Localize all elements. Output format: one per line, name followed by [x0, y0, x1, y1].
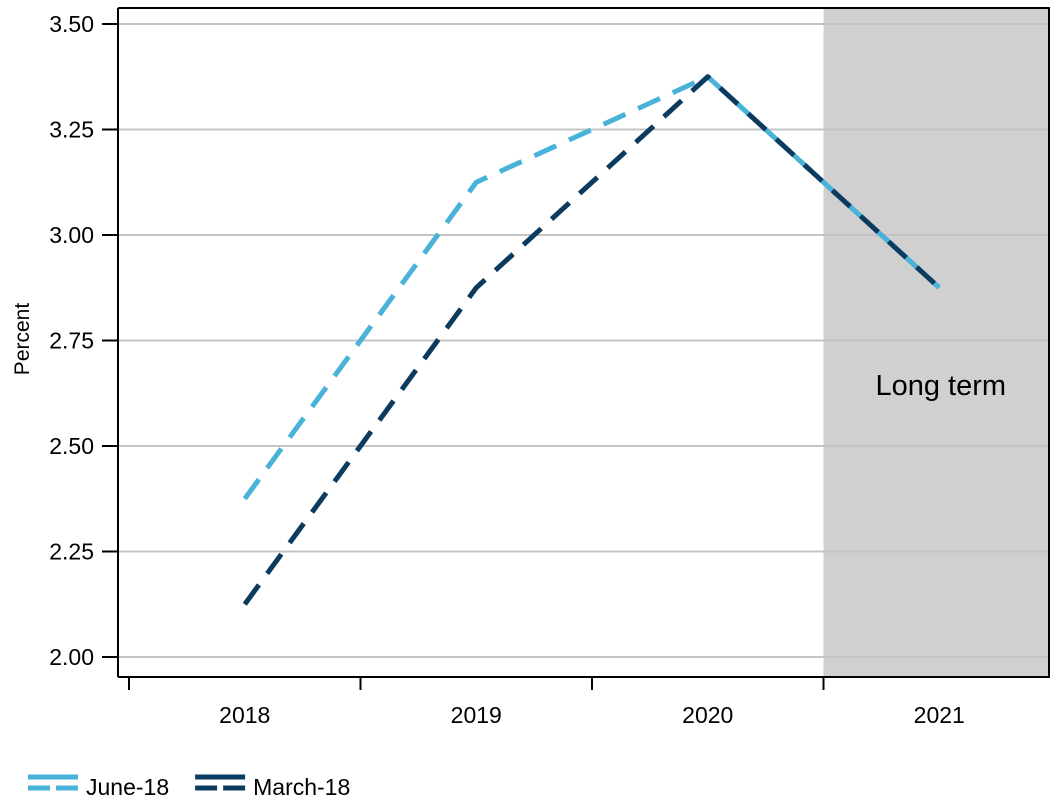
- y-tick-label: 2.00: [49, 644, 94, 670]
- x-tick-label: 2019: [451, 702, 502, 728]
- long-term-label: Long term: [875, 370, 1006, 402]
- legend-label: June-18: [86, 774, 169, 799]
- y-axis-label: Percent: [11, 303, 34, 376]
- legend: June-18 March-18: [28, 774, 350, 799]
- x-tick-label: 2020: [682, 702, 733, 728]
- y-tick-label: 2.50: [49, 433, 94, 459]
- long-term-shaded-region: [823, 8, 1050, 677]
- series-line-march-18: [242, 74, 941, 606]
- y-tick-labels: 2.00 2.25 2.50 2.75 3.00 3.25 3.50: [49, 11, 94, 670]
- y-tick-label: 2.75: [49, 328, 94, 354]
- y-tick-label: 3.50: [49, 11, 94, 37]
- series-line-june-18: [242, 74, 941, 501]
- gridlines: [102, 23, 1050, 658]
- y-tick-label: 3.00: [49, 222, 94, 248]
- legend-label: March-18: [253, 774, 350, 799]
- x-tick-labels: 2018 2019 2020 2021: [219, 702, 965, 728]
- y-tick-label: 3.25: [49, 117, 94, 143]
- series-lines: [242, 74, 941, 606]
- x-tick-label: 2018: [219, 702, 270, 728]
- y-tick-label: 2.25: [49, 539, 94, 565]
- axes: [117, 7, 1050, 690]
- x-tick-label: 2021: [914, 702, 965, 728]
